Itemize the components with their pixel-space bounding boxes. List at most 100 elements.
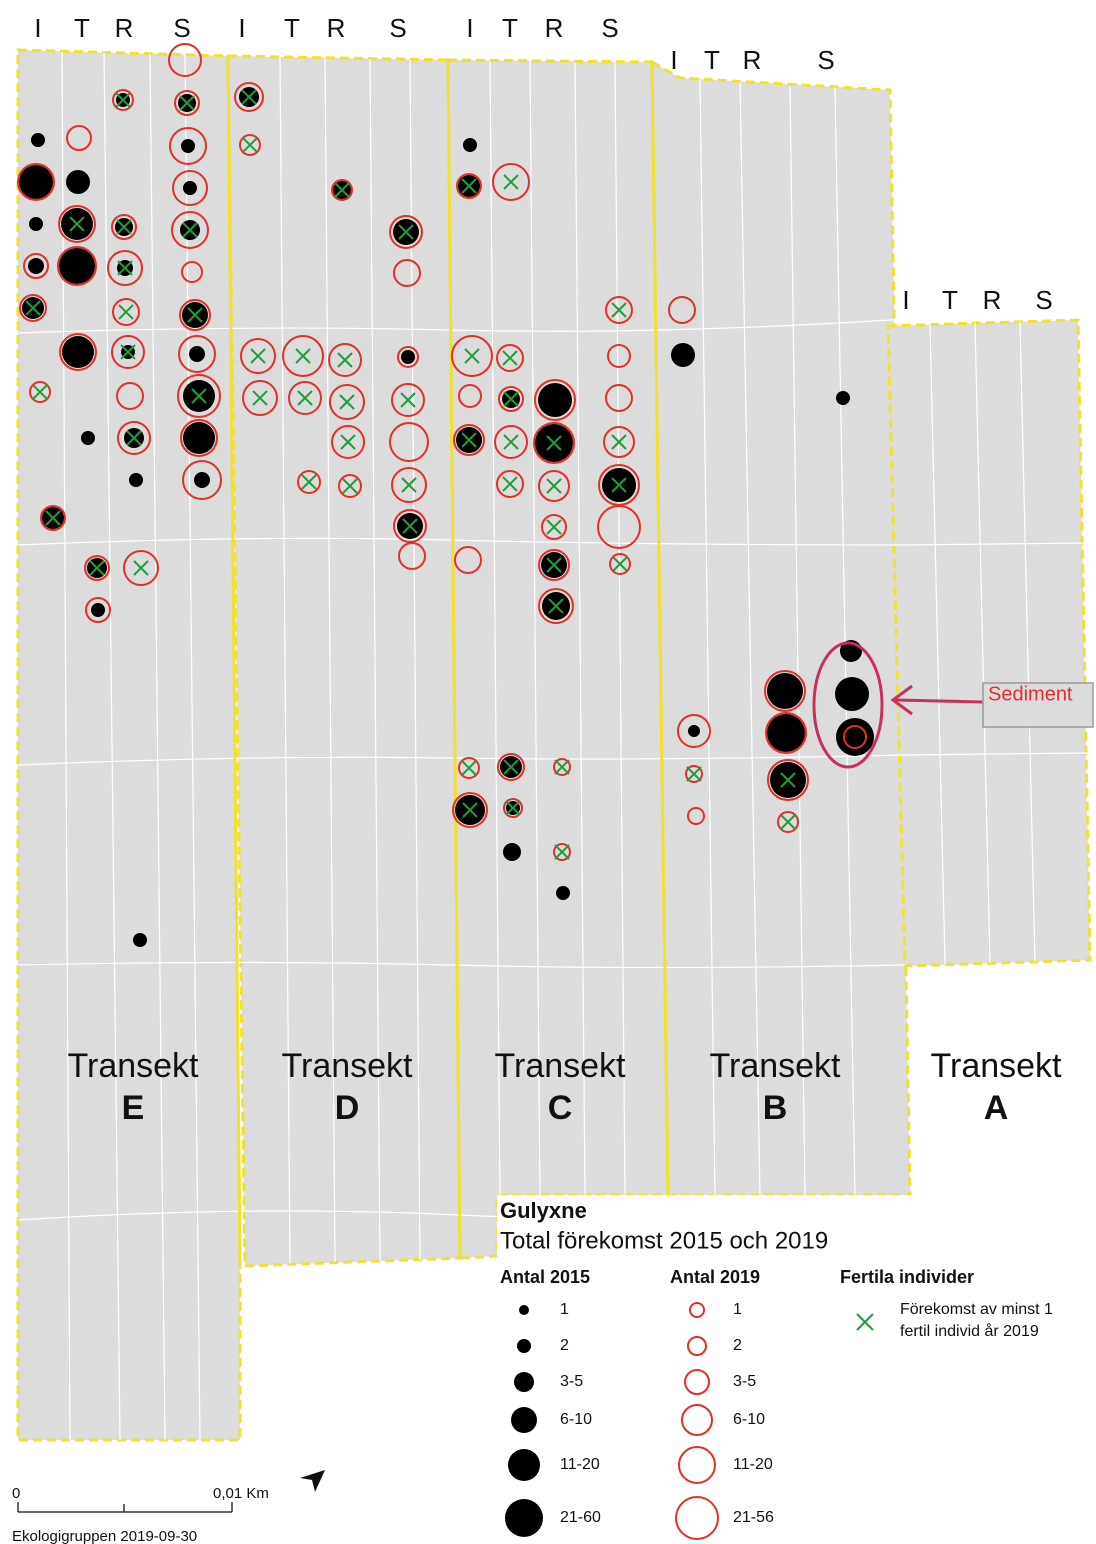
fertile-cross: [503, 434, 519, 450]
marker-2019: [687, 807, 705, 825]
fertile-cross: [611, 477, 627, 493]
marker-2019: [391, 383, 425, 417]
legend-symbol-2019: [678, 1446, 716, 1484]
marker-2019: [452, 792, 488, 828]
fertile-cross: [118, 304, 134, 320]
annotation: Sediment: [988, 683, 1073, 705]
marker-2019: [393, 509, 427, 543]
legend-label: 3-5: [560, 1373, 583, 1390]
fertile-cross: [780, 772, 796, 788]
column-header: I: [902, 285, 909, 315]
marker-2019: [178, 335, 216, 373]
fertile-cross: [116, 219, 132, 235]
marker-2019: [168, 43, 202, 77]
fertile-cross: [502, 476, 518, 492]
sediment-arrow-head: [890, 684, 913, 716]
fertile-cross: [342, 478, 358, 494]
fertile-cross: [252, 390, 268, 406]
marker-2019: [66, 125, 92, 151]
fertile-cross: [191, 388, 207, 404]
fertile-cross: [179, 95, 195, 111]
fertile-cross: [503, 759, 519, 775]
marker-2019: [496, 344, 524, 372]
marker-2019: [605, 296, 633, 324]
fertile-cross: [337, 352, 353, 368]
column-header: T: [942, 285, 958, 315]
marker-2019: [538, 588, 574, 624]
legend-label: 6-10: [560, 1411, 592, 1428]
fertile-cross: [461, 178, 477, 194]
marker-2019: [288, 381, 322, 415]
marker-2019: [297, 470, 321, 494]
legend-symbol-2019: [684, 1369, 710, 1395]
marker-2019: [597, 505, 641, 549]
fertile-cross: [611, 302, 627, 318]
legend-symbol-2015: [505, 1499, 543, 1537]
marker-2019: [603, 426, 635, 458]
fertile-cross: [297, 390, 313, 406]
marker-2019: [605, 384, 633, 412]
column-header: S: [817, 45, 834, 75]
fertile-cross: [402, 518, 418, 534]
column-header: S: [1035, 285, 1052, 315]
transect-letter: A: [984, 1089, 1009, 1127]
marker-2019: [454, 546, 482, 574]
marker-2015: [836, 391, 850, 405]
fertile-cross: [546, 519, 562, 535]
column-header: I: [238, 13, 245, 43]
legend-symbol-2015: [517, 1339, 531, 1353]
scale-bar: [17, 1502, 233, 1513]
transect-e-area: [16, 48, 242, 1442]
scale-start: 0: [12, 1485, 20, 1502]
marker-2015: [31, 133, 45, 147]
marker-2019: [609, 553, 631, 575]
column-header: R: [327, 13, 346, 43]
transect-letter: E: [122, 1089, 145, 1127]
legend-text: fertil individ år 2019: [900, 1322, 1039, 1340]
column-header: R: [545, 13, 564, 43]
legend-label: 21-60: [560, 1509, 601, 1526]
legend-label: 3-5: [733, 1373, 756, 1390]
marker-2019: [23, 253, 49, 279]
legend-label: 6-10: [733, 1411, 765, 1428]
legend-heading: Antal 2019: [670, 1267, 760, 1287]
marker-2015: [688, 725, 700, 737]
marker-2019: [40, 505, 66, 531]
marker-2019: [329, 384, 365, 420]
transect-letter: D: [335, 1089, 360, 1127]
marker-2015: [538, 383, 572, 417]
marker-2019: [677, 714, 711, 748]
marker-2019: [553, 843, 571, 861]
marker-2019: [17, 163, 55, 201]
fertile-cross: [334, 182, 350, 198]
column-header: R: [115, 13, 134, 43]
marker-2019: [538, 549, 570, 581]
marker-2019: [553, 758, 571, 776]
fertile-cross: [241, 89, 257, 105]
transect-labels: Transekt E Transekt D Transekt C Transekt B Tran…: [67, 1047, 1062, 1127]
marker-2019: [498, 386, 524, 412]
marker-2019: [497, 753, 525, 781]
fertile-cross: [461, 432, 477, 448]
marker-2015: [183, 422, 215, 454]
marker-2015: [19, 165, 53, 199]
marker-2015: [66, 170, 90, 194]
marker-2019: [389, 422, 429, 462]
marker-2015: [835, 677, 869, 711]
fertile-cross: [182, 222, 198, 238]
marker-2019: [179, 299, 211, 331]
legend-label: 21-56: [733, 1509, 774, 1526]
legend-symbol-2019: [681, 1404, 713, 1436]
fertile-cross: [546, 478, 562, 494]
transect-label: Transekt: [709, 1047, 841, 1085]
fertile-cross: [856, 1313, 874, 1331]
marker-2019: [541, 514, 567, 540]
sediment-arrow: [895, 698, 984, 704]
fertile-cross: [686, 766, 702, 782]
marker-2019: [453, 424, 485, 456]
fertile-cross: [69, 216, 85, 232]
column-header: S: [173, 13, 190, 43]
fertile-cross: [400, 392, 416, 408]
legend-subtitle: Total förekomst 2015 och 2019: [500, 1227, 828, 1254]
